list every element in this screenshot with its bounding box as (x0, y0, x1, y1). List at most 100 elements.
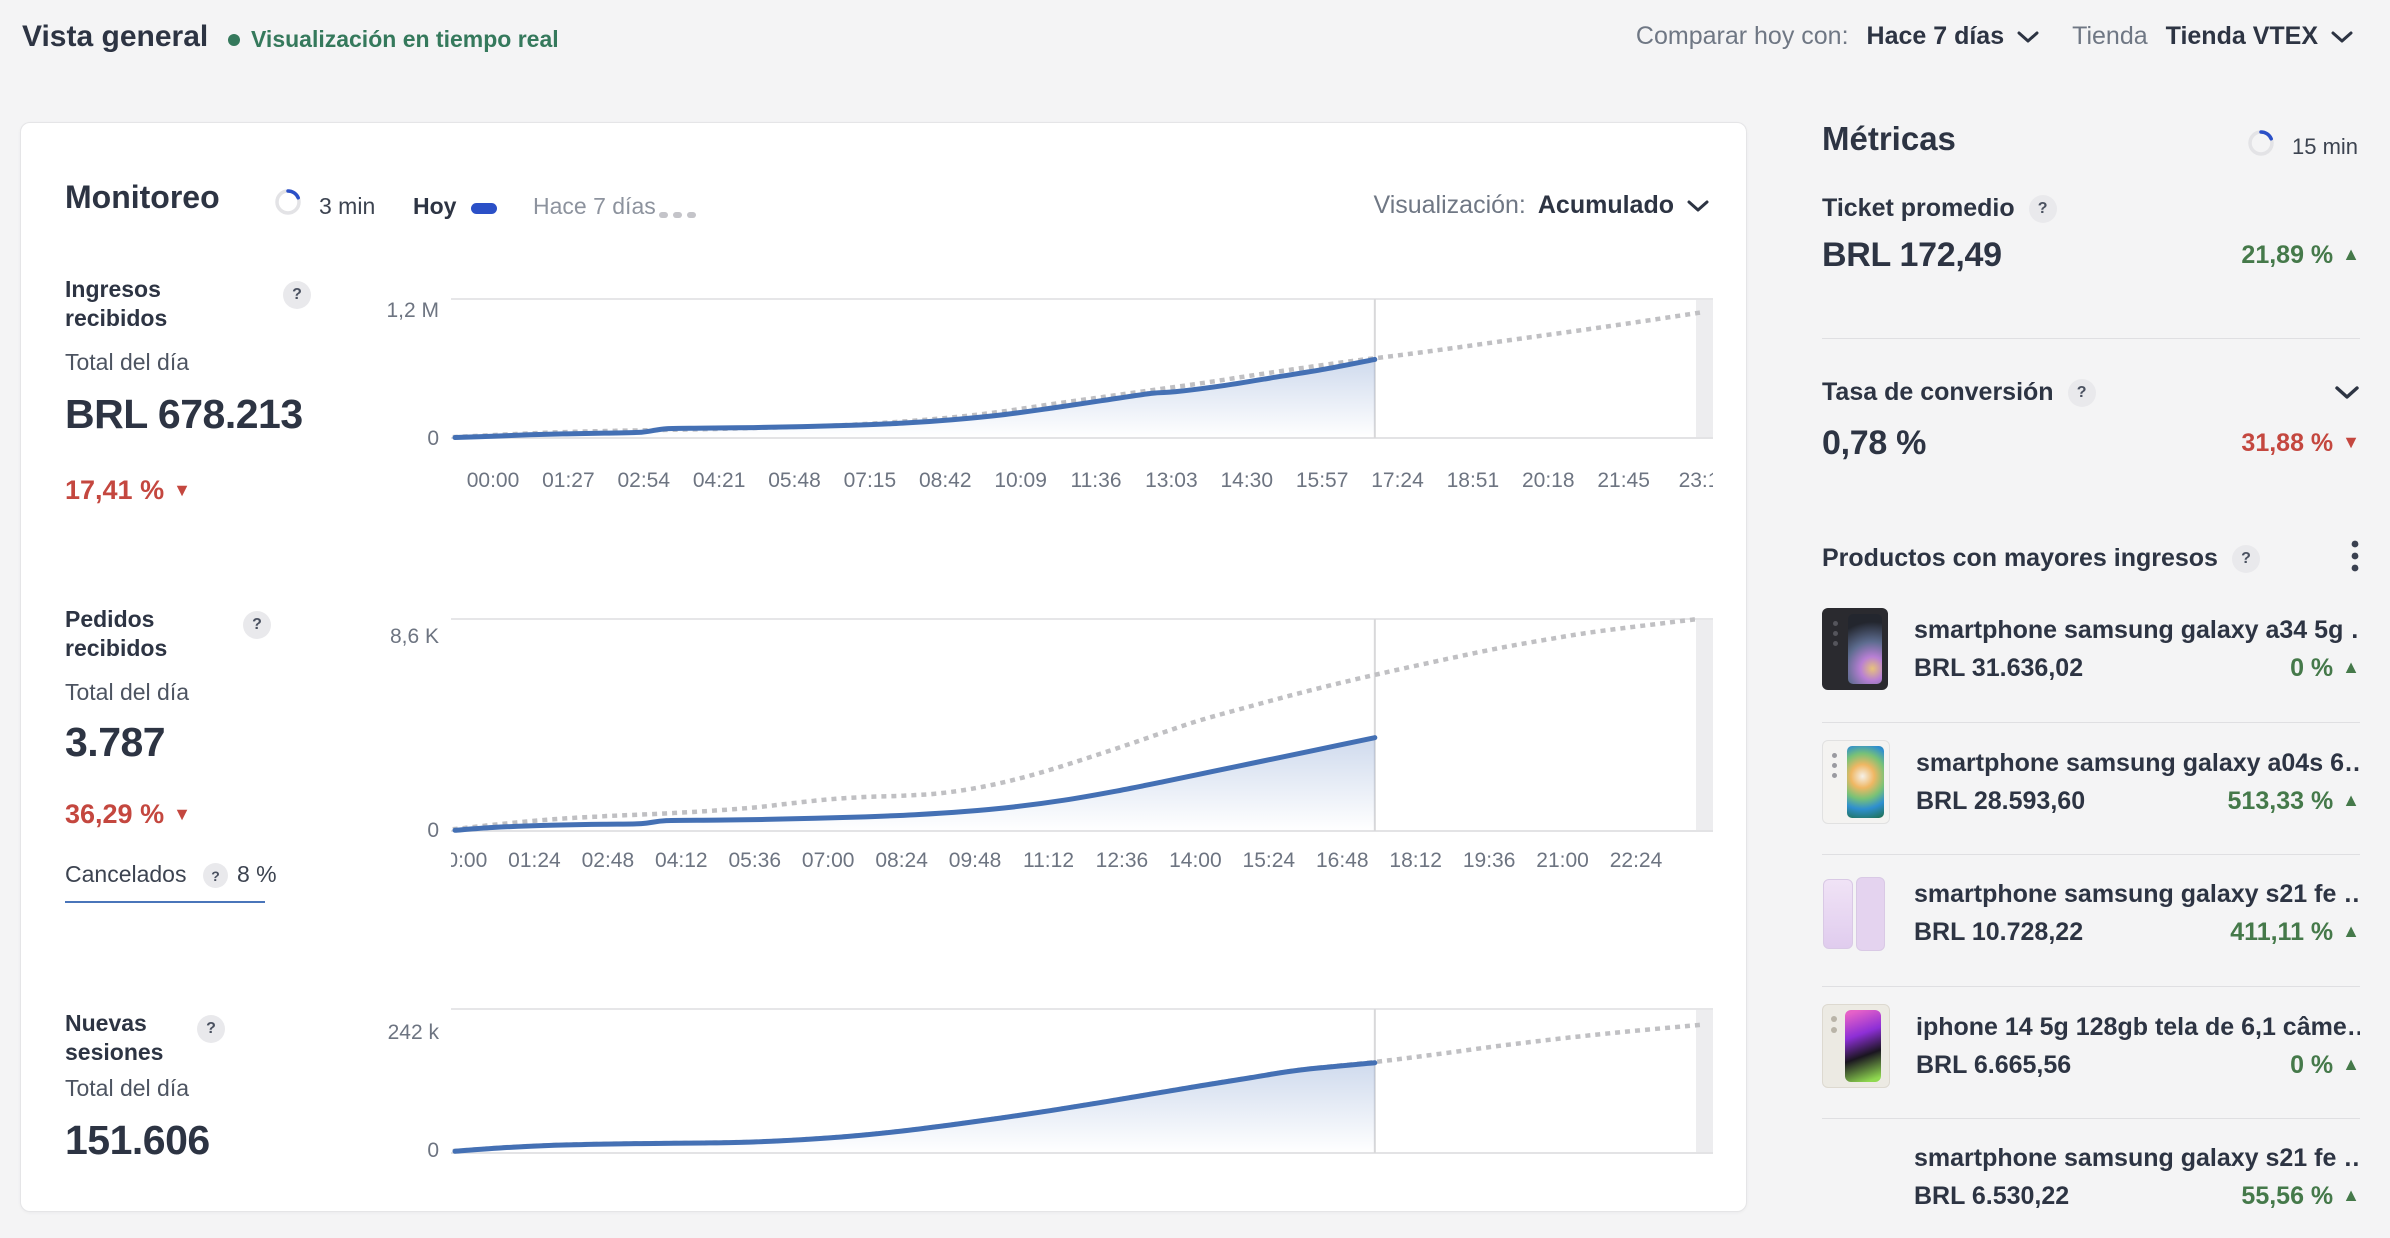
chevron-down-icon (2330, 30, 2354, 44)
ticket-promedio-card: Ticket promedio ? (1822, 194, 2057, 223)
product-row[interactable]: iphone 14 5g 128gb tela de 6,1 câme… BRL… (1822, 1004, 2360, 1088)
product-row[interactable]: smartphone samsung galaxy a34 5g … BRL 3… (1822, 608, 2360, 690)
visualization-label: Visualización: (1373, 191, 1526, 219)
visualization-value: Acumulado (1537, 191, 1674, 219)
monitoring-card: Monitoreo 3 min Hoy Hace 7 días Visualiz… (20, 122, 1747, 1212)
live-indicator: Visualización en tiempo real (228, 26, 559, 53)
x-tick-label: 14:00 (1169, 849, 1222, 872)
divider (1822, 854, 2360, 855)
y-axis-zero-label: 0 (427, 1139, 439, 1162)
chevron-down-icon (2016, 30, 2040, 44)
product-row[interactable]: smartphone samsung galaxy a04s 6… BRL 28… (1822, 740, 2360, 824)
legend-compare-label[interactable]: Hace 7 días (533, 193, 656, 219)
x-tick-label: 18:51 (1446, 469, 1500, 492)
x-tick-label: 13:03 (1145, 469, 1198, 492)
metric-pedidos-value: 3.787 (65, 719, 166, 765)
product-row[interactable]: smartphone samsung galaxy s21 fe … BRL 6… (1822, 1136, 2360, 1218)
product-delta: 513,33 % ▲ (2227, 786, 2360, 815)
x-tick-label: 05:48 (768, 469, 821, 492)
product-row[interactable]: smartphone samsung galaxy s21 fe … BRL 1… (1822, 872, 2360, 954)
header-controls: Comparar hoy con: Hace 7 días Tienda Tie… (1636, 22, 2354, 51)
x-tick-label: 17:24 (1371, 469, 1424, 492)
product-name: smartphone samsung galaxy s21 fe … (1914, 879, 2360, 908)
refresh-spinner-icon (273, 187, 303, 222)
product-name: smartphone samsung galaxy s21 fe … (1914, 1143, 2360, 1172)
store-label: Tienda (2072, 22, 2148, 50)
ingresos-x-axis-ticks: 00:00 01:27 02:54 04:21 05:48 07:15 08:42 10:09… (451, 469, 1713, 499)
metric-ingresos-delta: 17,41 % ▼ (65, 475, 191, 505)
product-thumbnail (1822, 740, 1890, 824)
metrics-panel-title: Métricas (1822, 120, 1956, 157)
visualization-select[interactable]: Visualización: Acumulado (1373, 191, 1710, 220)
metric-sesiones-value: 151.606 (65, 1117, 210, 1163)
x-tick-label: 04:21 (692, 469, 746, 492)
x-tick-label: 00:00 (451, 849, 488, 872)
metric-pedidos-delta: 36,29 % ▼ (65, 799, 191, 829)
x-tick-label: 21:45 (1597, 469, 1650, 492)
monitoring-title: Monitoreo (65, 179, 220, 215)
compare-select[interactable]: Hace 7 días (1867, 22, 2041, 51)
tasa-conversion-card: Tasa de conversión ? (1822, 378, 2360, 407)
cancelled-underline (65, 901, 265, 903)
arrow-up-icon: ▲ (2342, 656, 2360, 677)
live-status-label: Visualización en tiempo real (251, 26, 559, 52)
x-tick-label: 09:48 (948, 849, 1002, 872)
tasa-conversion-label: Tasa de conversión (1822, 378, 2054, 406)
cancelled-value: 8 % (237, 861, 277, 887)
arrow-up-icon: ▲ (2342, 789, 2360, 810)
help-icon[interactable]: ? (197, 1015, 225, 1043)
products-section-header: Productos con mayores ingresos ? (1822, 538, 2360, 579)
pedidos-chart[interactable] (451, 617, 1713, 837)
product-revenue: BRL 10.728,22 (1914, 917, 2084, 946)
compare-value: Hace 7 días (1866, 22, 2005, 50)
live-dot-icon (228, 33, 240, 46)
help-icon[interactable]: ? (283, 281, 311, 309)
metric-pedidos-subtitle: Total del día (65, 679, 190, 705)
tasa-conversion-delta: 31,88 % ▼ (2241, 429, 2360, 457)
product-name: smartphone samsung galaxy a34 5g … (1914, 615, 2360, 644)
help-icon[interactable]: ? (2067, 378, 2096, 407)
x-tick-label: 05:36 (728, 849, 782, 872)
store-select[interactable]: Tienda VTEX (2166, 22, 2354, 51)
x-tick-label: 10:09 (994, 469, 1047, 492)
cancelled-label: Cancelados (65, 861, 187, 887)
collapse-chevron-icon[interactable] (2334, 385, 2360, 401)
help-icon[interactable]: ? (243, 611, 271, 639)
product-delta: 411,11 % ▲ (2230, 917, 2360, 946)
tasa-conversion-value-row: 0,78 % 31,88 % ▼ (1822, 424, 2360, 463)
arrow-down-icon: ▼ (173, 480, 191, 500)
metric-ingresos-subtitle: Total del día (65, 349, 190, 375)
x-tick-label: 20:18 (1521, 469, 1575, 492)
ticket-promedio-label: Ticket promedio (1822, 194, 2015, 222)
kebab-menu-icon[interactable] (2350, 538, 2360, 579)
arrow-down-icon: ▼ (2342, 432, 2360, 452)
x-tick-label: 22:24 (1609, 849, 1663, 872)
help-icon[interactable]: ? (2231, 544, 2260, 573)
x-tick-label: 15:24 (1242, 849, 1296, 872)
x-tick-label: 01:27 (542, 469, 595, 492)
refresh-interval-label: 3 min (319, 193, 376, 219)
arrow-up-icon: ▲ (2342, 920, 2360, 941)
legend-today-swatch-icon[interactable] (471, 203, 497, 214)
legend-today-label[interactable]: Hoy (413, 193, 457, 219)
x-tick-label: 02:48 (581, 849, 635, 872)
ticket-promedio-delta: 21,89 % ▲ (2241, 241, 2360, 269)
divider (1822, 986, 2360, 987)
product-name: smartphone samsung galaxy a04s 6… (1916, 748, 2360, 777)
help-icon[interactable]: ? (2028, 194, 2057, 223)
y-axis-max-label: 8,6 K (389, 625, 439, 648)
x-tick-label: 15:57 (1295, 469, 1349, 492)
help-icon[interactable]: ? (203, 863, 228, 888)
product-delta: 0 % ▲ (2290, 1050, 2360, 1079)
y-axis-zero-label: 0 (427, 427, 439, 450)
product-thumbnail (1822, 1136, 1888, 1218)
product-thumbnail (1822, 608, 1888, 690)
x-tick-label: 11:36 (1070, 469, 1122, 492)
x-tick-label: 12:36 (1095, 849, 1149, 872)
legend-compare-swatch-icon[interactable] (659, 205, 701, 223)
sesiones-chart[interactable] (451, 1007, 1713, 1159)
x-tick-label: 08:42 (918, 469, 972, 492)
ingresos-chart[interactable] (451, 297, 1713, 445)
x-tick-label: 07:00 (801, 849, 855, 872)
